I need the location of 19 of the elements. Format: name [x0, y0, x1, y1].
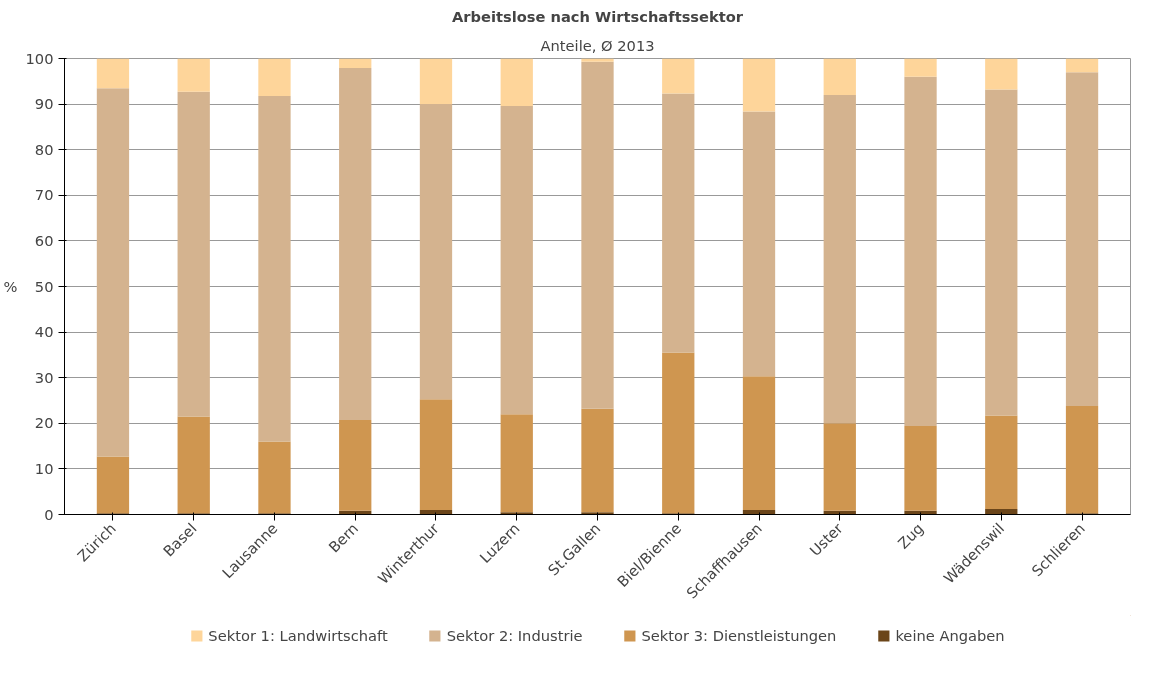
y-tick-label: 20: [34, 414, 54, 432]
x-tick-label: Zug: [894, 519, 927, 552]
legend-label: Sektor 2: Industrie: [446, 626, 583, 644]
y-tick-label: 80: [34, 140, 54, 158]
y-tick-label: 70: [34, 186, 54, 204]
y-tick-label: 40: [34, 323, 54, 341]
y-tick-label: 0: [44, 505, 54, 523]
chart-title: Arbeitslose nach Wirtschaftssektor: [451, 7, 744, 25]
y-axis-title: %: [3, 278, 18, 295]
y-tick-label: 90: [34, 95, 54, 113]
y-tick-label: 30: [34, 368, 54, 386]
legend-label: keine Angaben: [895, 626, 1005, 644]
y-tick-label: 10: [34, 459, 54, 477]
y-tick-label: 100: [25, 49, 54, 67]
y-tick-label: 60: [34, 231, 54, 249]
legend-label: Sektor 1: Landwirtschaft: [208, 626, 388, 644]
y-tick-label: 50: [34, 277, 54, 295]
chart-subtitle: Anteile, Ø 2013: [540, 36, 655, 54]
legend-label: Sektor 3: Dienstleistungen: [641, 626, 837, 644]
